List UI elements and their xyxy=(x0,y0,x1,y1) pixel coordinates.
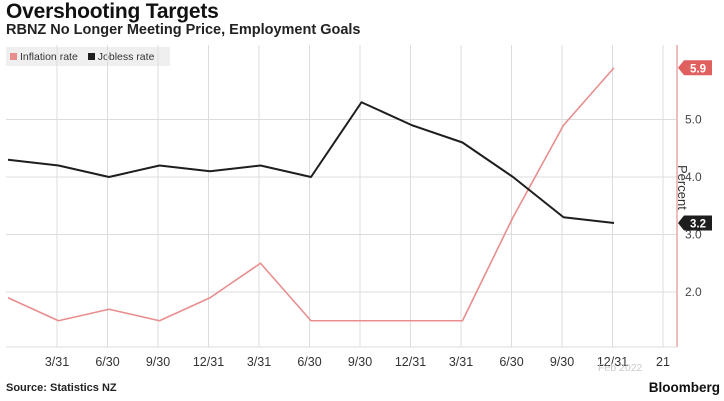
legend-label-jobless: Jobless rate xyxy=(97,50,155,63)
x-tick-label: 12/31 xyxy=(597,355,628,369)
legend-item-jobless: Jobless rate xyxy=(87,50,155,63)
y-tick-label: 5.0 xyxy=(685,113,702,127)
legend-label-inflation: Inflation rate xyxy=(20,50,78,63)
chart-legend: Inflation rate Jobless rate xyxy=(6,47,170,66)
bloomberg-logo: Bloomberg xyxy=(648,380,720,395)
x-tick-label: 3/31 xyxy=(449,355,473,369)
end-value-tag-jobless xyxy=(678,215,712,231)
x-tick-label: 9/30 xyxy=(146,355,170,369)
x-tick-label: 6/30 xyxy=(297,355,321,369)
series-line-inflation xyxy=(7,67,615,322)
x-tick-label: 12/31 xyxy=(395,355,426,369)
end-value-label-inflation: 5.9 xyxy=(690,63,706,75)
legend-swatch-inflation xyxy=(10,53,17,60)
chart-subtitle: RBNZ No Longer Meeting Price, Employment… xyxy=(6,22,361,38)
legend-item-inflation: Inflation rate xyxy=(10,51,78,63)
chart-title: Overshooting Targets xyxy=(6,0,219,23)
x-tick-label: 3/31 xyxy=(45,355,69,369)
legend-swatch-jobless xyxy=(87,53,95,60)
watermark: Feb 2022 xyxy=(598,362,643,374)
end-value-tag-inflation xyxy=(678,60,712,76)
y-tick-label: 4.0 xyxy=(685,170,702,184)
source-note: Source: Statistics NZ xyxy=(6,382,117,394)
y-tick-label: 3.0 xyxy=(685,228,702,242)
y-tick-label: 2.0 xyxy=(685,285,702,299)
x-tick-label: 6/30 xyxy=(95,355,119,369)
end-value-label-jobless: 3.2 xyxy=(690,219,706,231)
series-line-jobless xyxy=(7,101,615,224)
x-tick-label: 9/30 xyxy=(348,355,372,369)
x-tick-label: 12/31 xyxy=(193,355,224,369)
x-tick-label: 6/30 xyxy=(499,355,523,369)
x-tick-label: 21 xyxy=(656,355,670,369)
x-tick-label: 9/30 xyxy=(550,355,574,369)
y-axis-label: Percent xyxy=(675,165,690,210)
x-tick-label: 3/31 xyxy=(247,355,271,369)
